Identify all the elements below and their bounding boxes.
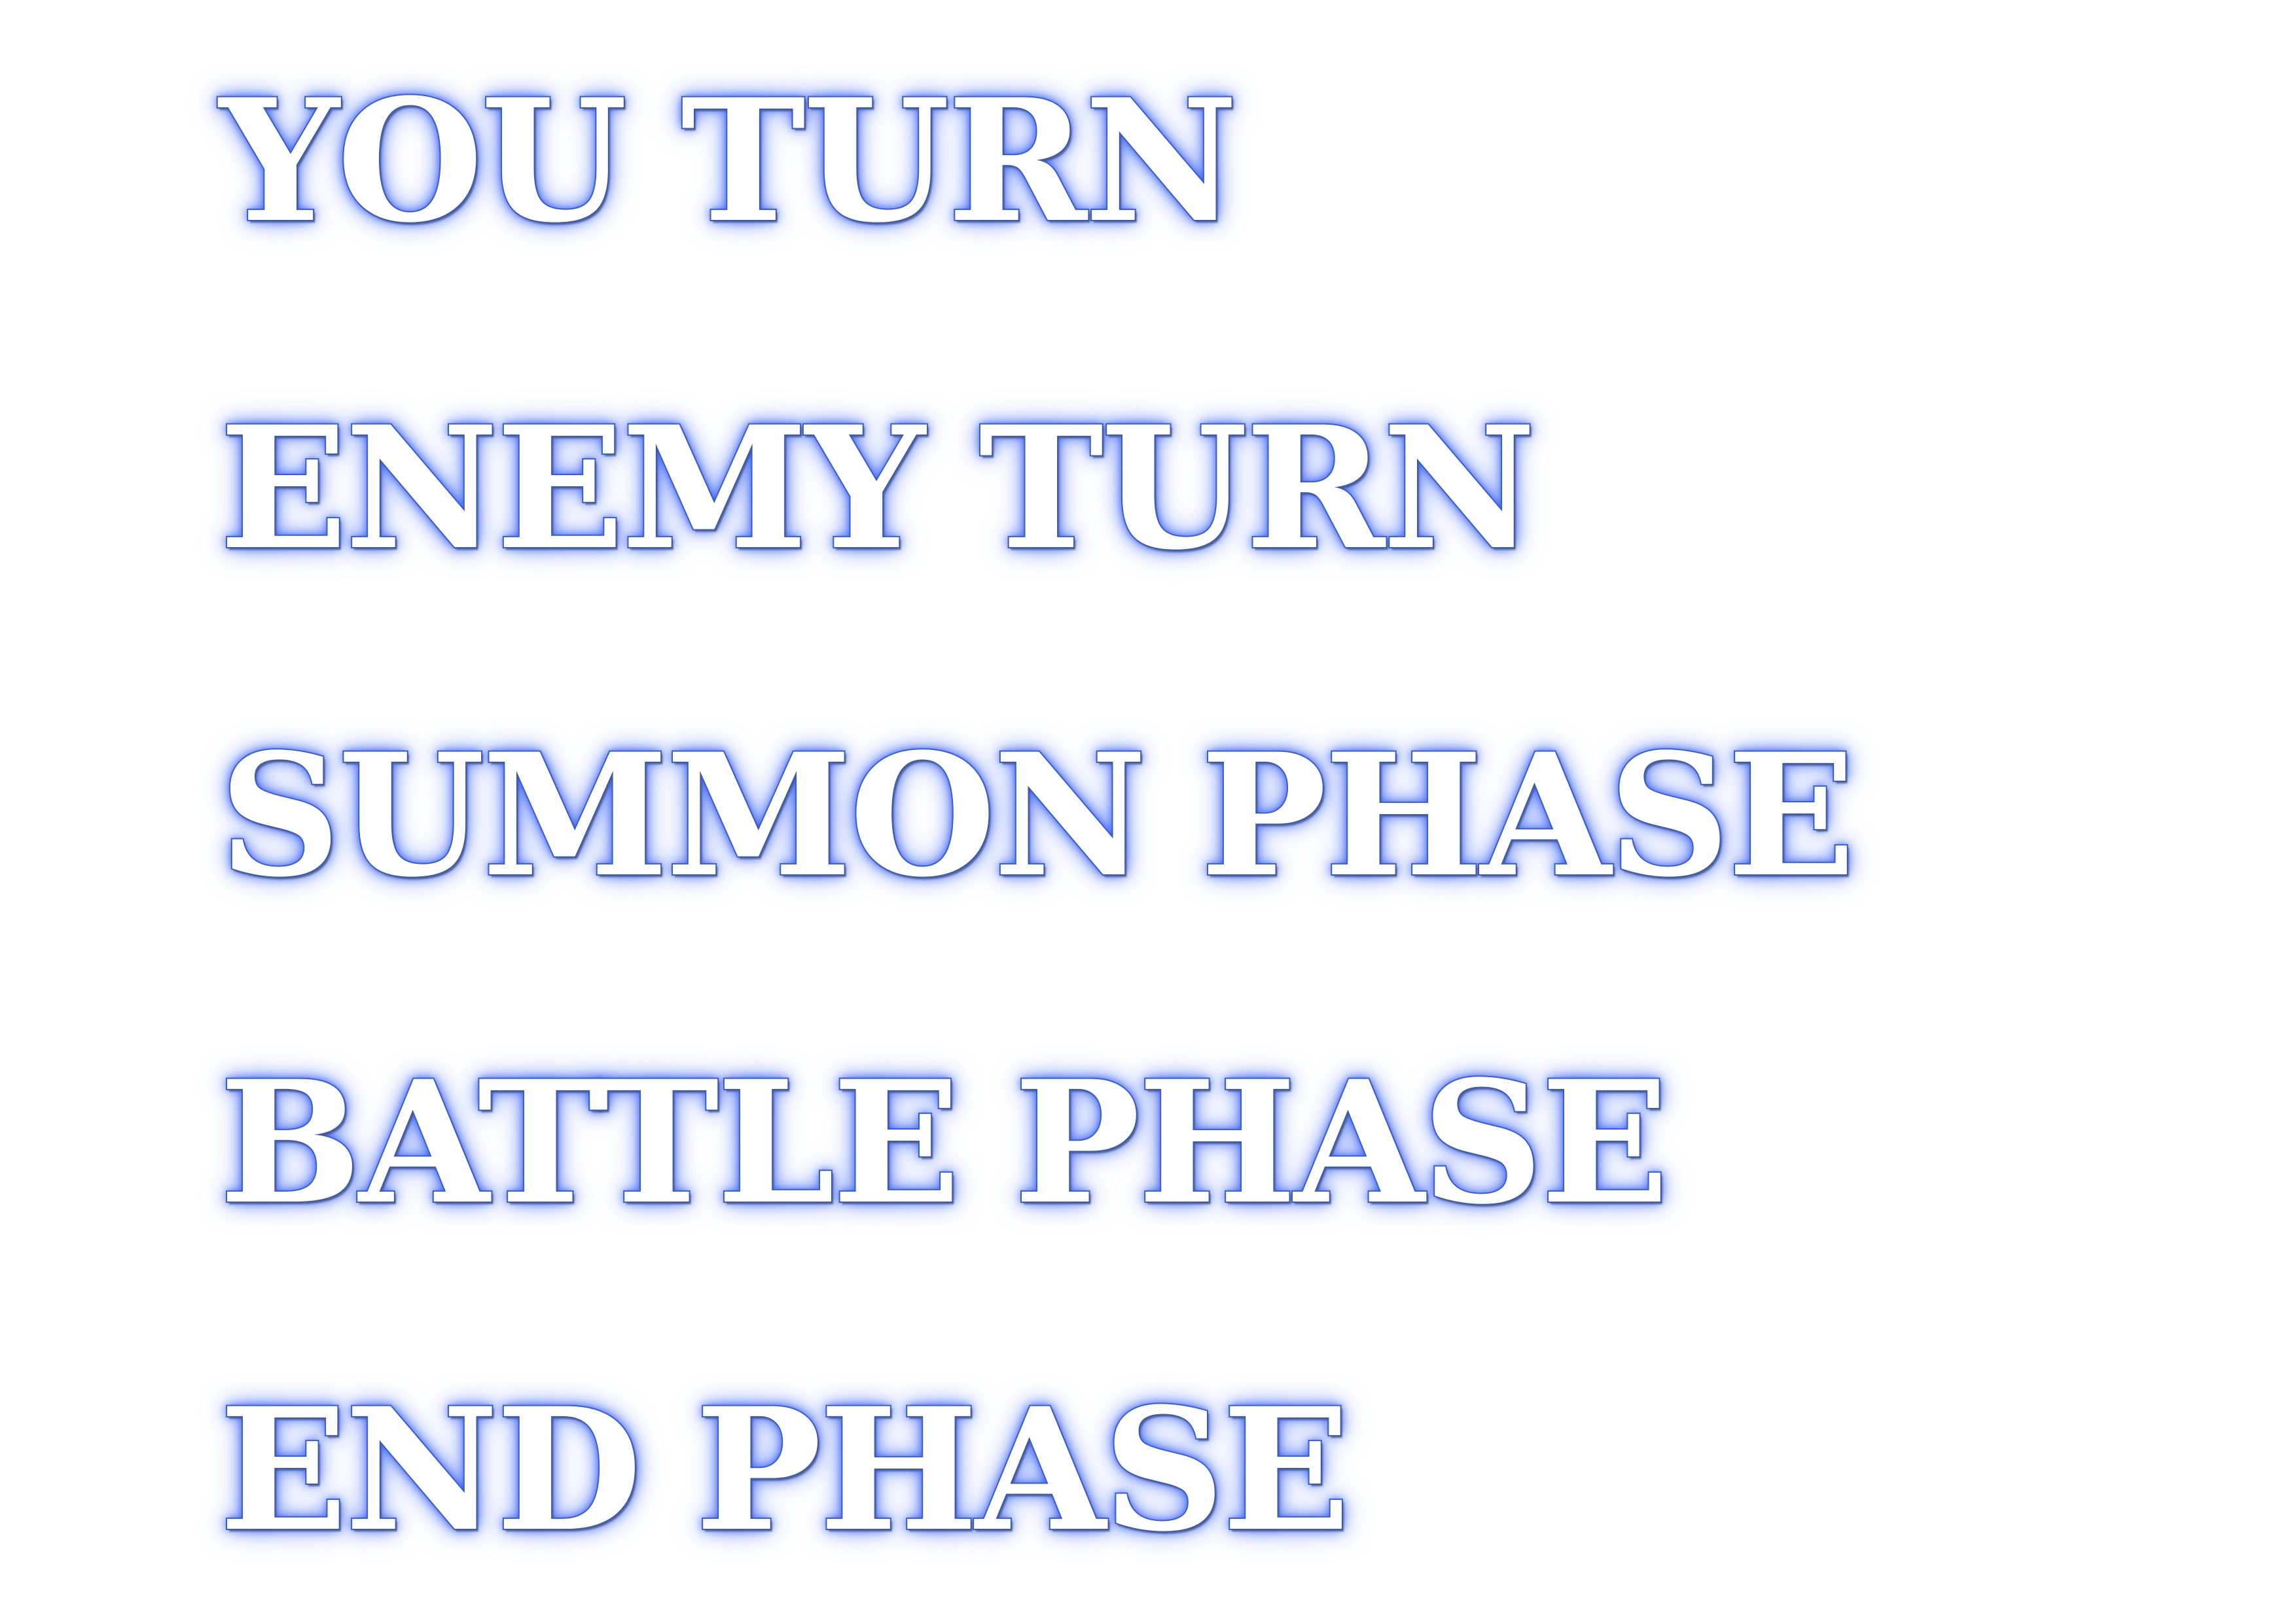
phase-banner-list: YOU TURN ENEMY TURN SUMMON PHASE BATTLE … [218, 0, 2248, 1623]
enemy-turn-banner: ENEMY TURN [218, 389, 1537, 587]
you-turn-banner: YOU TURN [218, 62, 1240, 260]
battle-phase-banner: BATTLE PHASE [218, 1044, 1670, 1241]
summon-phase-banner: SUMMON PHASE [218, 717, 1857, 914]
end-phase-banner: END PHASE [218, 1371, 1352, 1569]
